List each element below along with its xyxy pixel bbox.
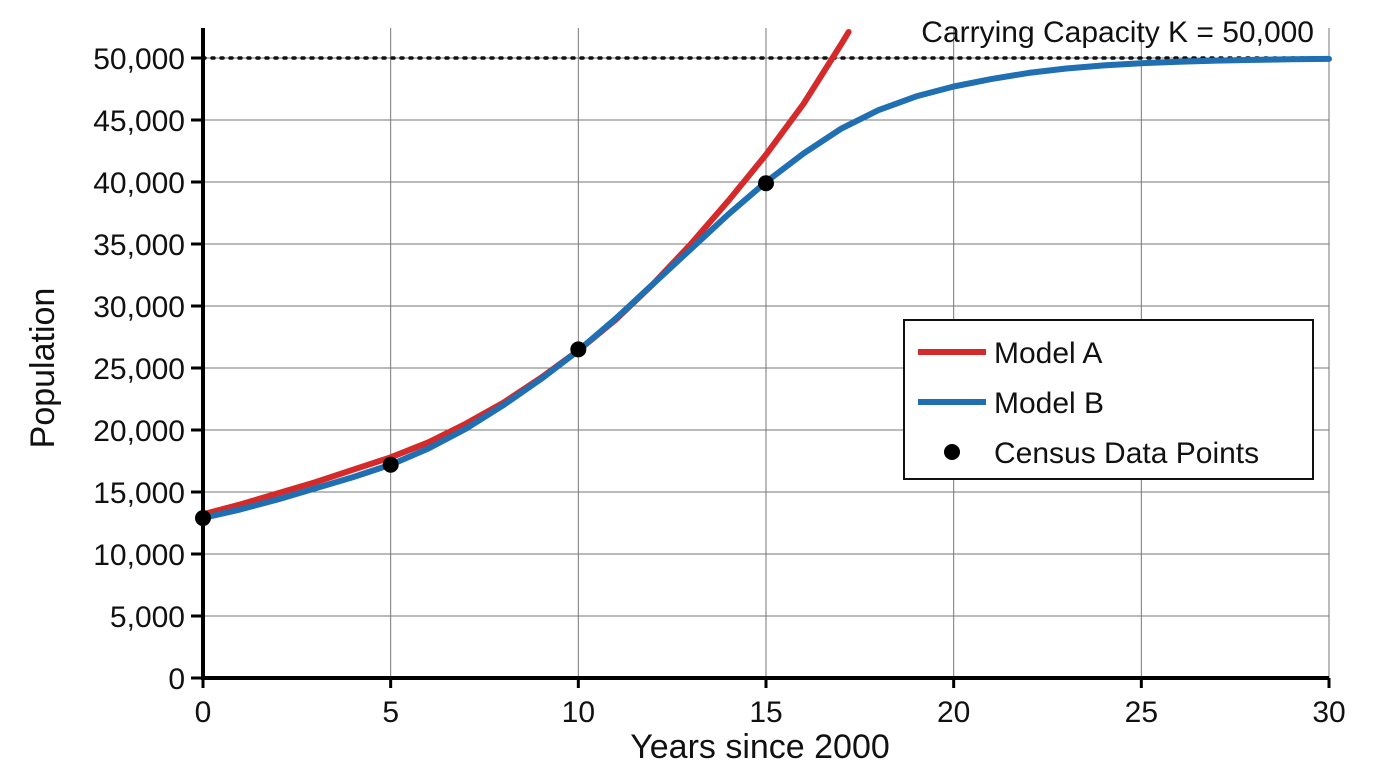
x-tick-label: 15 — [749, 696, 782, 729]
y-tick-label: 30,000 — [93, 291, 185, 324]
x-tick-label: 30 — [1312, 696, 1345, 729]
model-a-line — [200, 29, 852, 518]
x-tick-label: 25 — [1125, 696, 1158, 729]
y-tick-label: 50,000 — [93, 43, 185, 76]
y-tick-label: 25,000 — [93, 353, 185, 386]
y-axis-title: Population — [24, 288, 62, 449]
x-tick-label: 20 — [937, 696, 970, 729]
axes — [191, 28, 1331, 688]
y-tick-label: 15,000 — [93, 477, 185, 510]
legend-label-model-a: Model A — [994, 337, 1102, 370]
census-data-point — [758, 175, 774, 192]
legend-label-census-data-points: Census Data Points — [994, 437, 1259, 470]
legend-label-model-b: Model B — [994, 387, 1104, 420]
y-tick-label: 10,000 — [93, 539, 185, 572]
y-tick-label: 45,000 — [93, 105, 185, 138]
census-data-point — [570, 341, 587, 358]
y-tick-label: 5,000 — [110, 601, 185, 634]
y-tick-label: 40,000 — [93, 167, 185, 200]
y-tick-label: 20,000 — [93, 415, 185, 448]
carrying-capacity-group: Carrying Capacity K = 50,000 — [201, 16, 1331, 60]
series-group — [195, 29, 1332, 527]
x-axis-title: Years since 2000 — [630, 728, 890, 766]
census-data-point — [382, 456, 399, 473]
legend-swatch-census-data-points — [944, 444, 960, 460]
y-tick-label: 35,000 — [93, 229, 185, 262]
y-tick-label: 0 — [168, 663, 185, 696]
x-tick-label: 5 — [382, 696, 399, 729]
tick-labels: 0 5,000 10,000 15,000 20,000 25,000 30,000 35,0… — [93, 43, 1345, 729]
x-tick-label: 0 — [195, 696, 212, 729]
legend: Model A Model B Census Data Points — [903, 319, 1314, 480]
x-tick-label: 10 — [562, 696, 595, 729]
carrying-capacity-label: Carrying Capacity K = 50,000 — [921, 16, 1314, 49]
